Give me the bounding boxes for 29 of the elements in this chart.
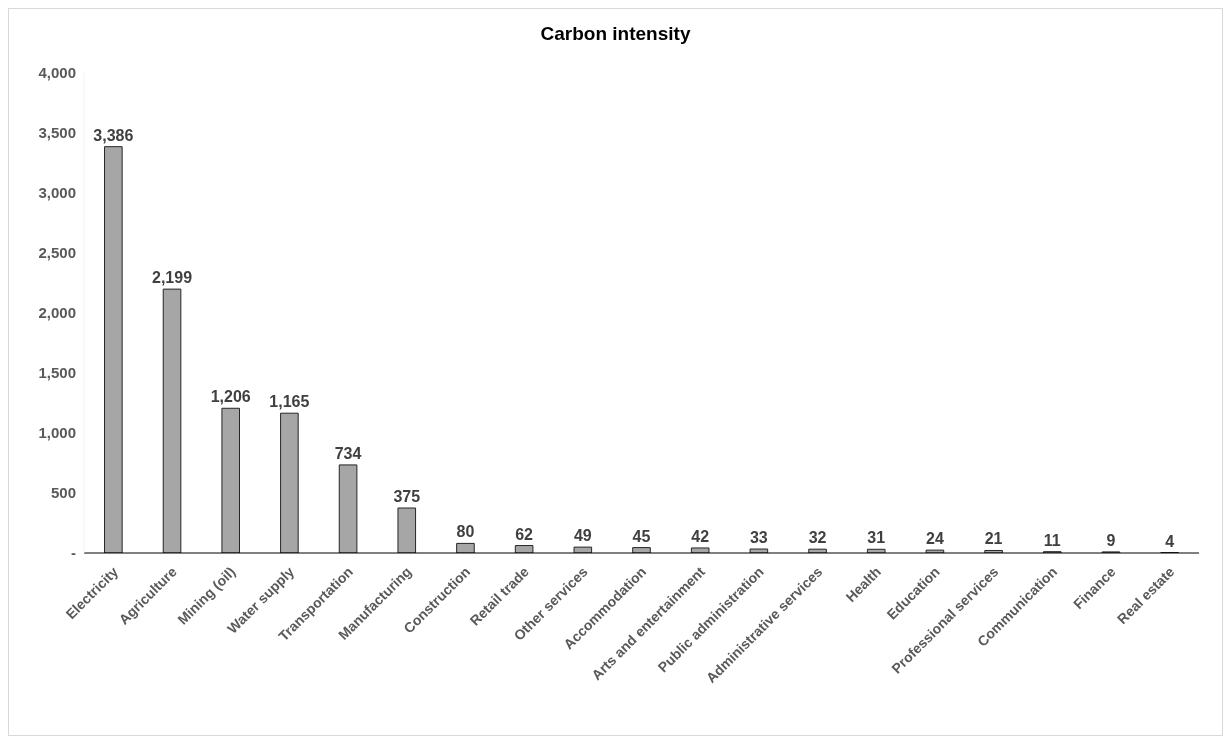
y-tick-label: 3,000 bbox=[38, 184, 76, 202]
data-label: 33 bbox=[749, 529, 768, 547]
data-label: 1,165 bbox=[269, 393, 310, 411]
data-label: 31 bbox=[867, 529, 886, 547]
data-label: 42 bbox=[691, 527, 710, 545]
data-label: 62 bbox=[515, 525, 534, 543]
data-label: 375 bbox=[393, 488, 421, 505]
y-tick-label: 500 bbox=[50, 484, 76, 502]
data-label: 734 bbox=[334, 444, 362, 462]
data-label: 49 bbox=[573, 527, 592, 545]
chart-title: Carbon intensity bbox=[539, 22, 692, 46]
y-tick-label: 1,500 bbox=[38, 364, 76, 382]
data-label: 2,199 bbox=[152, 269, 193, 287]
y-tick-label: 2,500 bbox=[38, 244, 76, 262]
data-label: 3,386 bbox=[93, 126, 134, 144]
data-label: 80 bbox=[456, 523, 475, 541]
data-label: 11 bbox=[1043, 531, 1061, 549]
y-tick-label: 2,000 bbox=[38, 304, 76, 322]
y-tick-label: - bbox=[71, 544, 76, 562]
y-tick-label: 3,500 bbox=[38, 124, 76, 142]
data-label: 32 bbox=[808, 529, 827, 547]
data-label: 21 bbox=[984, 530, 1003, 548]
y-tick-label: 4,000 bbox=[38, 64, 76, 82]
y-tick-label: 1,000 bbox=[38, 424, 76, 442]
data-label: 24 bbox=[926, 530, 944, 548]
data-label: 4 bbox=[1165, 532, 1175, 550]
data-label: 45 bbox=[632, 527, 651, 545]
data-label: 9 bbox=[1106, 531, 1116, 549]
data-label: 1,206 bbox=[210, 388, 251, 406]
